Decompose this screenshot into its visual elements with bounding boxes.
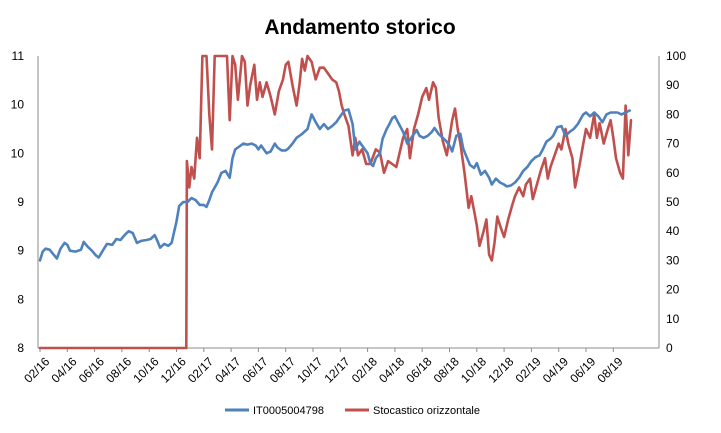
y-right-tick-label: 70: [666, 137, 680, 151]
y-right-tick-label: 30: [666, 253, 680, 267]
series-layer: [38, 54, 633, 350]
y-right-tick-label: 40: [666, 224, 680, 238]
y-left-tick-label: 11: [12, 49, 25, 63]
y-right-tick-label: 20: [666, 283, 680, 297]
legend: IT0005004798 Stocastico orizzontale: [225, 405, 480, 417]
y-left-tick-labels: 8 8 9 9 10 10 11: [11, 49, 25, 355]
y-right-tick-label: 80: [666, 107, 680, 121]
series-line-0: [38, 108, 631, 262]
y-left-tick-label: 8: [17, 292, 24, 306]
series-line-1: [38, 54, 633, 350]
y-right-tick-label: 60: [666, 166, 680, 180]
y-left-tick-label: 8: [17, 341, 24, 355]
y-left-tick-label: 9: [17, 244, 24, 258]
legend-label-1: Stocastico orizzontale: [373, 405, 480, 417]
chart-title: Andamento storico: [264, 16, 455, 39]
y-right-tick-label: 100: [666, 49, 686, 63]
y-right-tick-label: 50: [666, 195, 680, 209]
y-right-tick-labels: 0 10 20 30 40 50 60 70 80 90 100: [666, 49, 686, 355]
y-left-tick-label: 10: [11, 98, 25, 112]
y-left-tick-label: 10: [11, 146, 25, 160]
y-right-tick-label: 10: [666, 312, 680, 326]
y-right-tick-label: 0: [666, 341, 673, 355]
y-left-tick-label: 9: [17, 195, 24, 209]
legend-label-0: IT0005004798: [253, 405, 324, 417]
y-right-tick-label: 90: [666, 78, 680, 92]
